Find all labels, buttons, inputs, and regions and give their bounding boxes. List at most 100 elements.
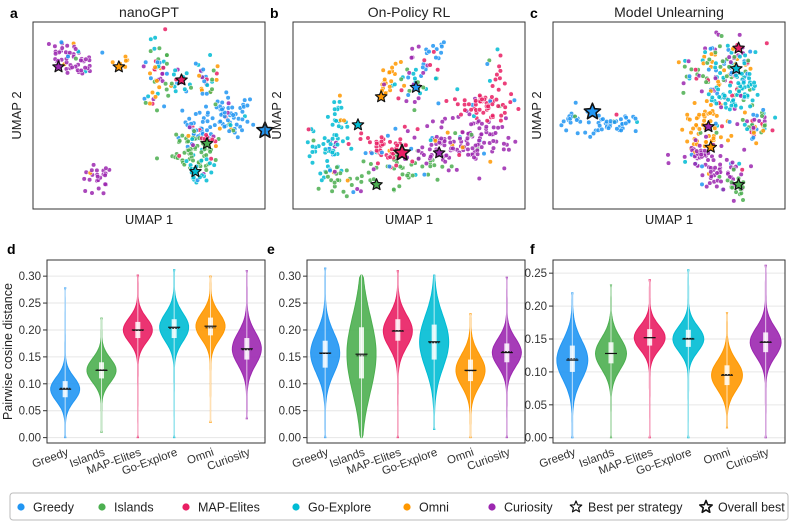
umap-point bbox=[502, 80, 508, 87]
umap-point bbox=[489, 101, 496, 107]
umap-points bbox=[305, 39, 522, 199]
umap-point bbox=[350, 189, 356, 195]
umap-point bbox=[718, 143, 725, 149]
umap-point bbox=[735, 80, 741, 86]
best-star bbox=[370, 178, 383, 191]
umap-point bbox=[452, 130, 458, 136]
umap-point bbox=[416, 156, 422, 162]
umap-point bbox=[713, 130, 720, 136]
umap-point bbox=[78, 57, 84, 64]
best-star bbox=[729, 62, 743, 75]
umap-point bbox=[490, 112, 496, 119]
umap-point bbox=[720, 186, 726, 193]
umap-point bbox=[724, 177, 731, 183]
umap-point bbox=[196, 73, 202, 79]
umap-point bbox=[405, 92, 411, 98]
umap-point bbox=[748, 163, 754, 169]
umap-point bbox=[494, 71, 500, 78]
umap-point bbox=[590, 130, 597, 137]
umap-point bbox=[694, 148, 700, 154]
umap-point bbox=[163, 81, 169, 87]
umap-point bbox=[487, 159, 493, 165]
umap-ylabel: UMAP 2 bbox=[269, 91, 284, 139]
umap-point bbox=[427, 62, 433, 68]
umap-point bbox=[204, 82, 210, 88]
umap-point bbox=[368, 161, 374, 167]
umap-point bbox=[412, 75, 418, 82]
umap-point bbox=[725, 137, 731, 143]
y-tick-label: 0.20 bbox=[19, 325, 41, 337]
best-star bbox=[175, 73, 188, 86]
violin-frame bbox=[46, 259, 266, 444]
umap-point bbox=[712, 64, 718, 71]
umap-point bbox=[65, 53, 71, 60]
umap-point bbox=[393, 61, 399, 67]
umap-point bbox=[712, 125, 718, 131]
umap-point bbox=[707, 46, 714, 52]
legend-label: Islands bbox=[114, 501, 154, 515]
umap-point bbox=[747, 48, 753, 55]
umap-point bbox=[760, 107, 766, 113]
y-tick-label: 0.05 bbox=[279, 406, 301, 418]
legend-star-icon bbox=[569, 500, 583, 513]
umap-point bbox=[633, 128, 639, 134]
legend-item: Greedy bbox=[17, 501, 75, 515]
y-tick-label: 0.00 bbox=[19, 433, 41, 445]
best-star bbox=[732, 41, 745, 54]
umap-point bbox=[152, 94, 159, 100]
x-tick-label: Curiosity bbox=[725, 446, 771, 473]
umap-point bbox=[332, 106, 338, 112]
umap-point bbox=[718, 134, 724, 140]
umap-point bbox=[684, 138, 690, 145]
umap-point bbox=[491, 124, 497, 130]
umap-point bbox=[665, 160, 672, 166]
x-tick-label: Greedy bbox=[538, 446, 578, 470]
umap-point bbox=[454, 167, 460, 173]
umap-point bbox=[726, 119, 733, 125]
umap-point bbox=[184, 70, 190, 76]
umap-point bbox=[198, 158, 204, 164]
umap-point bbox=[725, 97, 731, 103]
umap-point bbox=[484, 61, 490, 67]
umap-point bbox=[212, 101, 219, 107]
best-star bbox=[189, 165, 202, 178]
umap-point bbox=[497, 68, 504, 74]
umap-point bbox=[203, 132, 209, 138]
y-tick-label: 0.05 bbox=[525, 400, 547, 412]
umap-point bbox=[177, 138, 183, 144]
umap-point bbox=[714, 113, 720, 119]
umap-point bbox=[699, 163, 705, 169]
umap-point bbox=[561, 118, 567, 124]
umap-point bbox=[727, 82, 733, 89]
umap-point bbox=[503, 115, 509, 121]
umap-point bbox=[490, 145, 497, 151]
umap-point bbox=[466, 111, 473, 117]
umap-point bbox=[58, 39, 65, 45]
umap-point bbox=[676, 59, 682, 65]
umap-point bbox=[725, 43, 731, 49]
umap-point bbox=[242, 97, 248, 103]
umap-point bbox=[409, 46, 415, 52]
panel-title: On-Policy RL bbox=[368, 4, 451, 20]
best-star bbox=[732, 178, 745, 191]
umap-point bbox=[742, 52, 748, 59]
umap-point bbox=[492, 130, 499, 136]
umap-point bbox=[358, 188, 364, 194]
umap-point bbox=[354, 175, 360, 182]
umap-point bbox=[623, 114, 629, 121]
umap-point bbox=[188, 85, 194, 91]
umap-point bbox=[340, 138, 346, 144]
umap-point bbox=[741, 60, 748, 66]
y-tick-label: 0.30 bbox=[279, 271, 301, 283]
umap-point bbox=[600, 116, 606, 122]
umap-point bbox=[499, 124, 505, 130]
umap-point bbox=[365, 135, 371, 141]
legend-dot bbox=[488, 503, 496, 511]
umap-point bbox=[439, 43, 445, 50]
umap-point bbox=[309, 160, 316, 166]
umap-point bbox=[699, 88, 705, 94]
umap-point bbox=[682, 159, 688, 165]
umap-point bbox=[750, 112, 756, 118]
umap-point bbox=[421, 172, 428, 178]
umap-point bbox=[208, 169, 214, 176]
